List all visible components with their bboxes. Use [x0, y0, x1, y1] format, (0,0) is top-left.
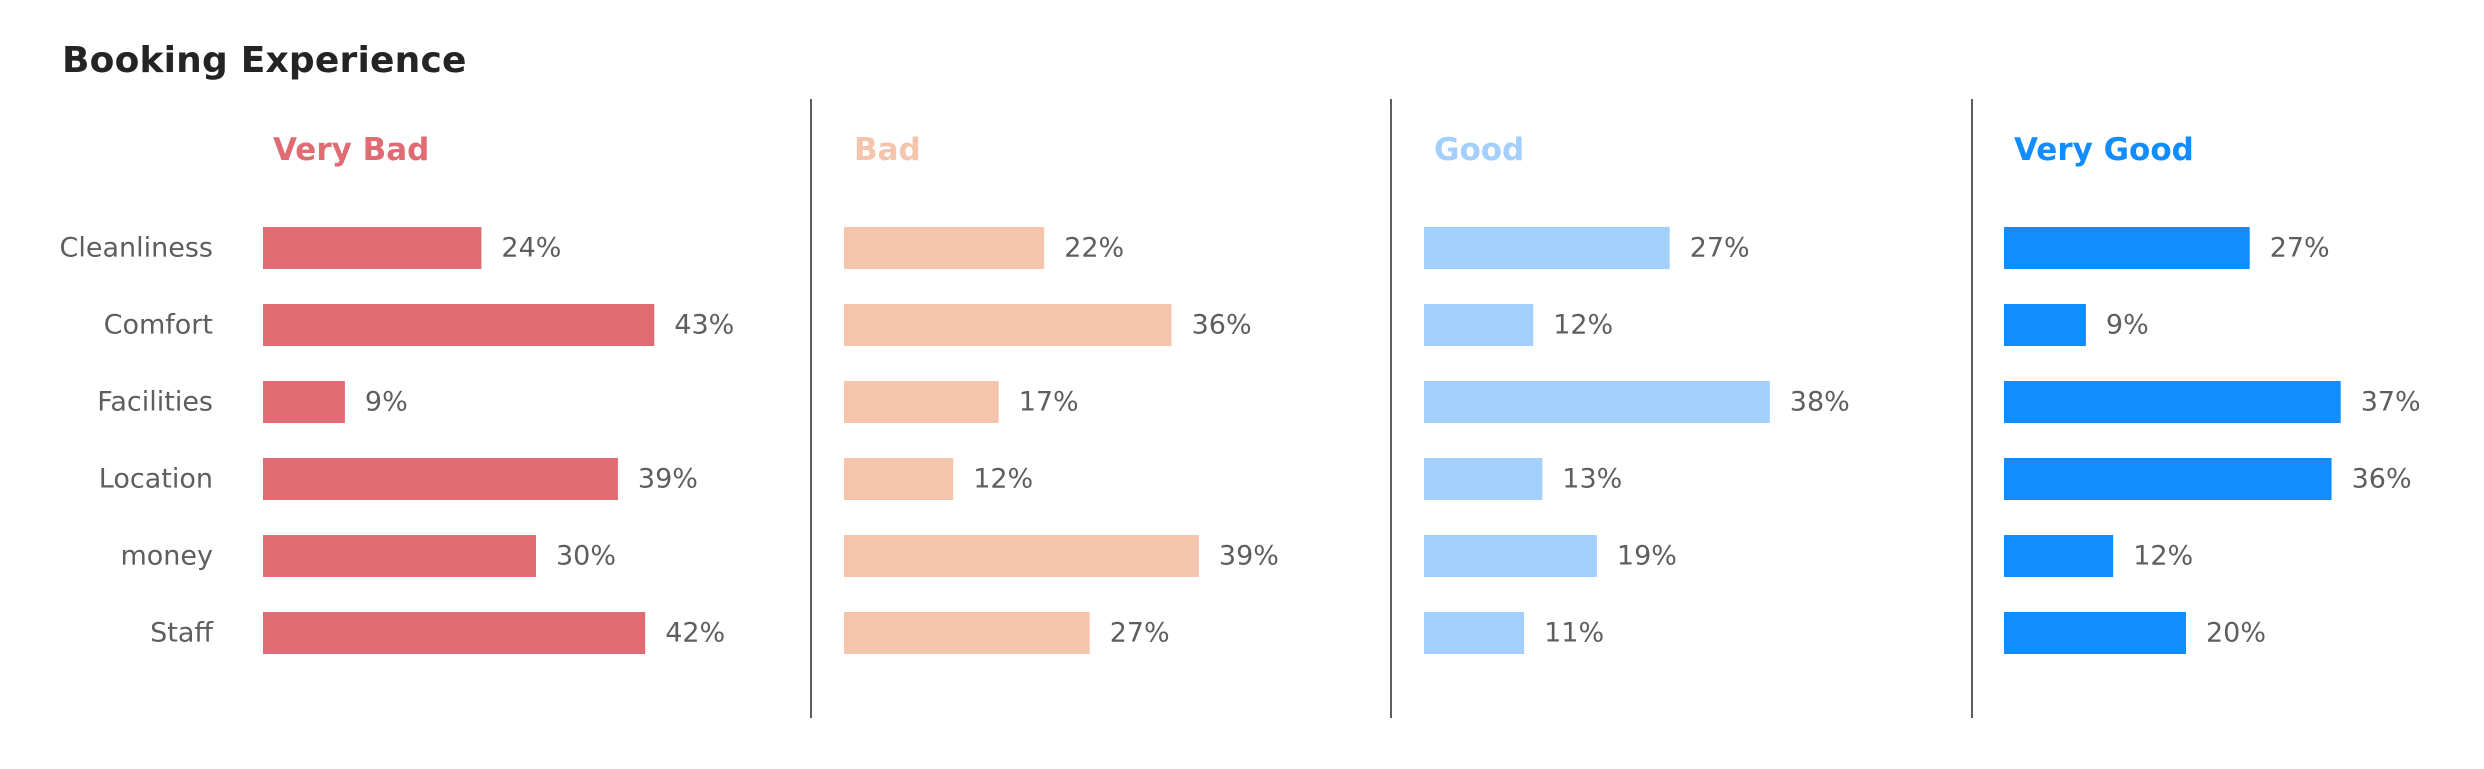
bar-good-comfort	[1424, 304, 1534, 346]
value-label-very-good-money: 12%	[2133, 541, 2193, 572]
bar-very-good-money	[2004, 535, 2114, 577]
value-label-bad-facilities: 17%	[1019, 387, 1079, 418]
value-label-very-bad-cleanliness: 24%	[501, 233, 561, 264]
value-label-bad-location: 12%	[973, 464, 1033, 495]
value-label-bad-staff: 27%	[1110, 618, 1170, 649]
value-label-bad-comfort: 36%	[1192, 310, 1252, 341]
value-label-good-facilities: 38%	[1790, 387, 1850, 418]
category-label-staff: Staff	[150, 618, 214, 649]
bar-very-good-cleanliness	[2004, 227, 2250, 269]
panel-title-very-bad: Very Bad	[273, 132, 429, 168]
bar-very-good-location	[2004, 458, 2332, 500]
bar-bad-comfort	[844, 304, 1172, 346]
value-label-very-bad-staff: 42%	[665, 618, 725, 649]
category-label-money: money	[120, 541, 213, 572]
value-label-very-bad-location: 39%	[638, 464, 698, 495]
value-label-very-bad-facilities: 9%	[365, 387, 408, 418]
bar-bad-location	[844, 458, 954, 500]
bar-very-bad-comfort	[263, 304, 655, 346]
page-title: Booking Experience	[62, 40, 467, 81]
bar-very-good-staff	[2004, 612, 2186, 654]
value-label-very-good-location: 36%	[2352, 464, 2412, 495]
bar-good-staff	[1424, 612, 1525, 654]
bar-bad-cleanliness	[844, 227, 1045, 269]
value-label-good-staff: 11%	[1544, 618, 1604, 649]
value-label-very-good-facilities: 37%	[2361, 387, 2421, 418]
bar-good-facilities	[1424, 381, 1770, 423]
value-label-very-bad-money: 30%	[556, 541, 616, 572]
bar-good-location	[1424, 458, 1543, 500]
category-label-location: Location	[99, 464, 213, 495]
bar-very-bad-facilities	[263, 381, 345, 423]
value-label-very-good-staff: 20%	[2206, 618, 2266, 649]
category-label-comfort: Comfort	[104, 310, 213, 341]
panel-title-very-good: Very Good	[2014, 132, 2194, 168]
bar-very-bad-location	[263, 458, 618, 500]
bar-very-bad-money	[263, 535, 536, 577]
panel-title-bad: Bad	[854, 132, 921, 168]
bar-good-money	[1424, 535, 1597, 577]
value-label-very-bad-comfort: 43%	[674, 310, 734, 341]
bar-very-bad-staff	[263, 612, 646, 654]
value-label-good-location: 13%	[1562, 464, 1622, 495]
bar-bad-staff	[844, 612, 1090, 654]
bar-bad-facilities	[844, 381, 999, 423]
bar-good-cleanliness	[1424, 227, 1670, 269]
panel-title-good: Good	[1434, 132, 1524, 168]
value-label-good-cleanliness: 27%	[1690, 233, 1750, 264]
bar-bad-money	[844, 535, 1199, 577]
value-label-good-comfort: 12%	[1553, 310, 1613, 341]
category-label-cleanliness: Cleanliness	[60, 233, 213, 264]
value-label-bad-cleanliness: 22%	[1064, 233, 1124, 264]
value-label-very-good-comfort: 9%	[2106, 310, 2149, 341]
value-label-bad-money: 39%	[1219, 541, 1279, 572]
value-label-good-money: 19%	[1617, 541, 1677, 572]
value-label-very-good-cleanliness: 27%	[2270, 233, 2330, 264]
bar-very-good-facilities	[2004, 381, 2341, 423]
bar-very-good-comfort	[2004, 304, 2086, 346]
bar-very-bad-cleanliness	[263, 227, 482, 269]
category-label-facilities: Facilities	[97, 387, 213, 418]
